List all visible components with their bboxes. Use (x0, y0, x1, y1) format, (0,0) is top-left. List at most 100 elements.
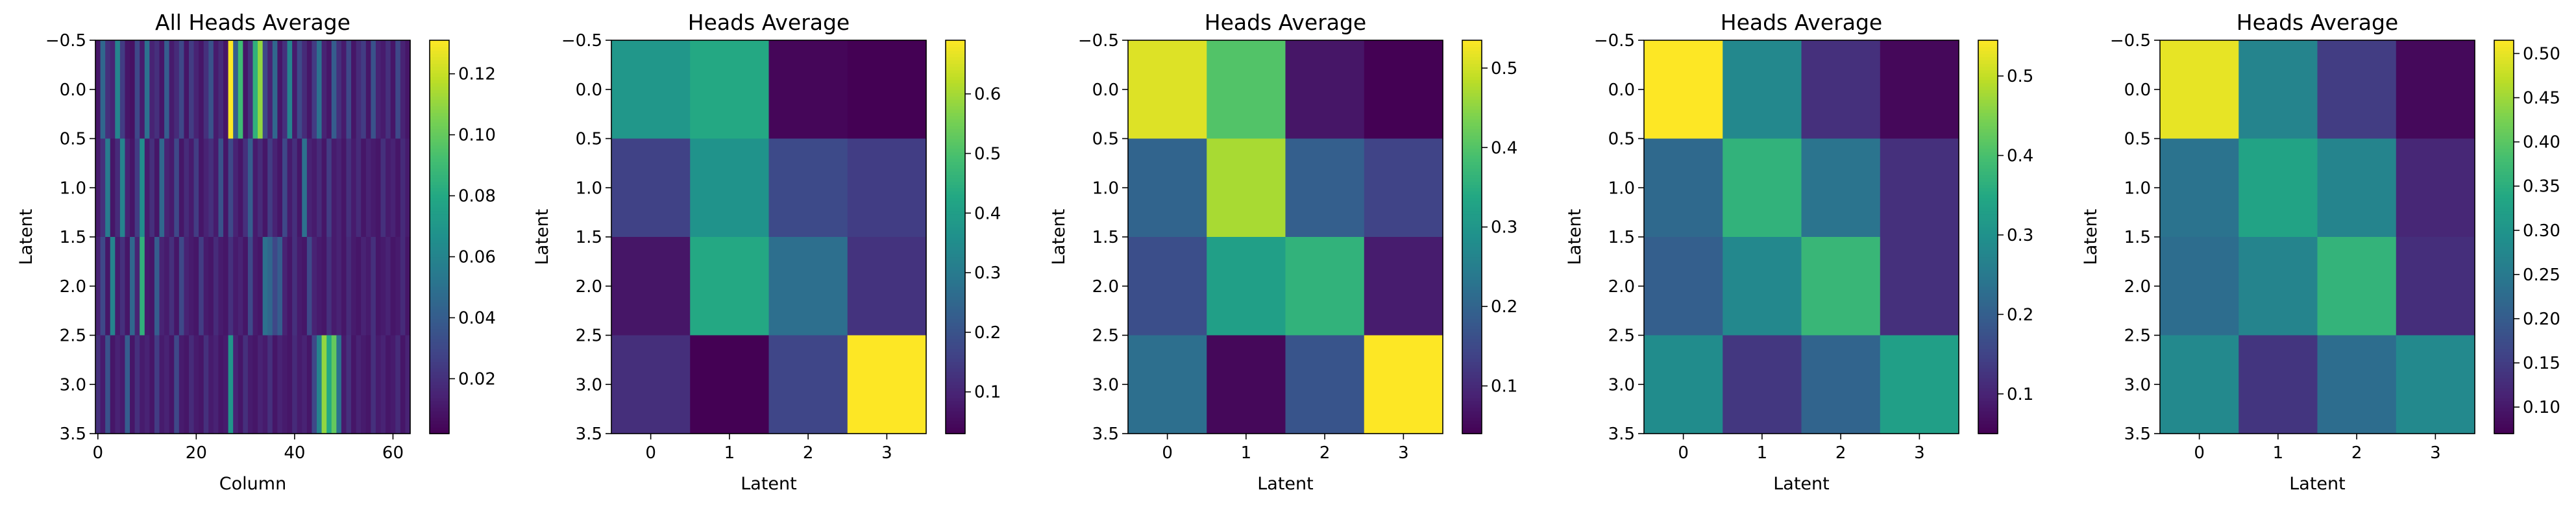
colorbar-segment (430, 426, 449, 431)
heatmap-cell (321, 138, 327, 238)
colorbar-segment (1978, 341, 1998, 346)
heatmap-cell (356, 40, 362, 140)
colorbar-segment (1462, 237, 1482, 241)
colorbar-segment (946, 404, 965, 408)
heatmap-cell (140, 40, 145, 140)
colorbar-segment (2494, 53, 2514, 58)
colorbar-segment (1462, 50, 1482, 54)
y-tick-label: −0.5 (561, 31, 602, 51)
y-tick-label: 2.0 (60, 277, 86, 297)
colorbar-segment (1462, 420, 1482, 425)
heatmap-cell (386, 335, 391, 434)
colorbar-segment (1462, 95, 1482, 100)
colorbar-segment (946, 306, 965, 310)
heatmap-cell (203, 335, 209, 434)
colorbar-segment (946, 102, 965, 106)
heatmap-cell (282, 237, 288, 336)
heatmap-cell (351, 40, 357, 140)
colorbar-segment (2494, 220, 2514, 225)
heatmap-cell (306, 237, 313, 336)
heatmap-cell (365, 335, 371, 434)
colorbar-segment (430, 66, 449, 71)
heatmap-cell (110, 138, 116, 238)
colorbar-segment (2494, 138, 2514, 143)
colorbar-segment (2494, 151, 2514, 156)
y-tick-label: 2.5 (1092, 326, 1119, 346)
colorbar-segment (1978, 250, 1998, 254)
chart-title: Heads Average (1721, 10, 1882, 35)
colorbar-segment (430, 125, 449, 130)
colorbar-tick-label: 0.5 (2007, 67, 2033, 86)
colorbar-segment (1462, 178, 1482, 182)
heatmap-cell (405, 138, 411, 238)
colorbar-segment (2494, 102, 2514, 106)
heatmap-cell (258, 138, 264, 238)
colorbar-segment (1462, 132, 1482, 136)
colorbar-segment (2494, 191, 2514, 195)
heatmap-cell (297, 237, 302, 336)
colorbar-segment (1462, 253, 1482, 258)
colorbar-segment (430, 135, 449, 140)
heatmap-cell (228, 138, 234, 238)
colorbar-segment (430, 269, 449, 274)
heatmap-cell (233, 40, 239, 140)
y-tick-label: 2.5 (576, 326, 602, 346)
colorbar-segment (430, 175, 449, 179)
colorbar-segment (1978, 345, 1998, 349)
colorbar-segment (2494, 375, 2514, 378)
y-tick-label: 3.0 (1608, 375, 1635, 395)
heatmap-cell (174, 335, 180, 434)
colorbar-segment (430, 89, 449, 93)
colorbar-segment (1978, 423, 1998, 428)
colorbar-tick-label: 0.1 (2007, 385, 2033, 404)
heatmap-cell (321, 40, 327, 140)
heatmap-cell (188, 335, 195, 434)
colorbar-segment (1978, 351, 1998, 356)
heatmap-cell (361, 138, 367, 238)
colorbar-segment (1462, 273, 1482, 277)
colorbar-segment (1978, 325, 1998, 330)
colorbar-segment (2494, 295, 2514, 300)
colorbar-segment (1978, 106, 1998, 110)
colorbar-segment (2494, 171, 2514, 175)
colorbar-segment (430, 95, 449, 100)
colorbar-segment (946, 341, 965, 346)
heatmap-cell (1880, 237, 1959, 336)
colorbar-segment (1462, 197, 1482, 202)
colorbar-segment (946, 220, 965, 225)
colorbar-segment (946, 76, 965, 80)
heatmap-cell (184, 335, 190, 434)
colorbar-segment (946, 197, 965, 202)
colorbar-segment (2494, 253, 2514, 258)
colorbar-segment (1978, 56, 1998, 61)
y-tick-label: 3.5 (2124, 425, 2151, 444)
heatmap-cell (105, 138, 111, 238)
colorbar-segment (1978, 204, 1998, 208)
colorbar-segment (1978, 158, 1998, 162)
colorbar-segment (2494, 132, 2514, 136)
y-tick-label: 0.5 (2124, 130, 2151, 149)
colorbar-segment (1978, 175, 1998, 179)
colorbar-segment (430, 63, 449, 68)
colorbar-segment (946, 47, 965, 51)
colorbar-segment (1462, 73, 1482, 77)
colorbar-segment (946, 210, 965, 215)
heatmap-cell (297, 40, 302, 140)
y-tick-label: 0.0 (576, 80, 602, 100)
y-tick-label: 1.0 (1608, 179, 1635, 198)
heatmap-cell (326, 40, 332, 140)
colorbar-segment (430, 201, 449, 205)
colorbar-segment (430, 227, 449, 231)
colorbar-segment (1978, 207, 1998, 212)
colorbar-segment (946, 348, 965, 352)
heatmap-cell (159, 237, 165, 336)
heatmap-cell (188, 237, 195, 336)
colorbar-segment (2494, 50, 2514, 54)
colorbar-segment (430, 158, 449, 162)
heatmap-panel-1: −0.5 0.0 0.5 1.0 1.5 2.0 2.5 3.0 3.5 0 20 40 60 All H… (16, 10, 496, 494)
heatmap-cell (140, 335, 145, 434)
colorbar-segment (2494, 354, 2514, 359)
colorbar-segment (2494, 364, 2514, 369)
colorbar-segment (1978, 95, 1998, 100)
heatmap-cell (405, 335, 411, 434)
